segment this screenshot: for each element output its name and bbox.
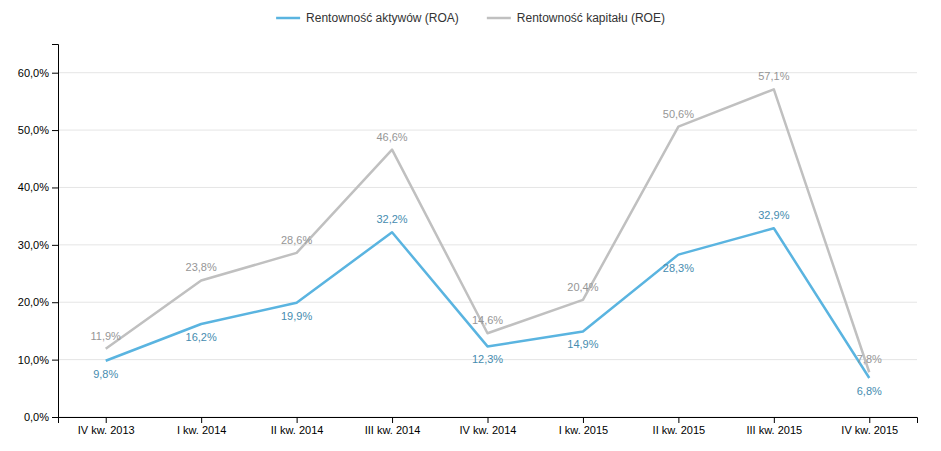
grid-line bbox=[58, 302, 917, 303]
x-axis: IV kw. 2013 I kw. 2014 II kw. 2014 III kw. … bbox=[59, 417, 918, 436]
y-tick: 20,0% bbox=[18, 296, 58, 308]
x-axis-line bbox=[59, 418, 918, 424]
y-tick-label: 10,0% bbox=[18, 354, 49, 366]
x-tick-label: I kw. 2014 bbox=[177, 424, 227, 436]
y-tick: 60,0% bbox=[18, 67, 58, 79]
data-label: 9,8% bbox=[93, 368, 118, 380]
data-label: 6,8% bbox=[857, 385, 882, 397]
y-tick-label: 30,0% bbox=[18, 239, 49, 251]
y-tick-label: 40,0% bbox=[18, 181, 49, 193]
x-tick: II kw. 2015 bbox=[653, 417, 706, 436]
y-tick-mark bbox=[52, 245, 58, 246]
legend: Rentowność aktywów (ROA) Rentowność kapit… bbox=[276, 11, 665, 25]
plot: 0,0% 10,0% 20,0% 30,0% 40,0% 50,0% 60,0% IV kw.… bbox=[18, 45, 918, 436]
data-label: 16,2% bbox=[186, 331, 217, 343]
series-line bbox=[106, 228, 870, 378]
x-tick: IV kw. 2015 bbox=[841, 417, 898, 436]
data-label: 14,9% bbox=[567, 338, 598, 350]
y-tick: 40,0% bbox=[18, 181, 58, 193]
x-tick: III kw. 2014 bbox=[365, 417, 421, 436]
legend-swatch bbox=[276, 17, 300, 20]
y-tick-label: 0,0% bbox=[24, 411, 49, 423]
data-label: 28,6% bbox=[281, 234, 312, 246]
y-tick: 50,0% bbox=[18, 124, 58, 136]
x-tick: IV kw. 2013 bbox=[78, 417, 135, 436]
x-tick-mark bbox=[774, 417, 775, 423]
x-tick-mark bbox=[392, 417, 393, 423]
legend-item: Rentowność kapitału (ROE) bbox=[487, 11, 665, 25]
y-axis-line bbox=[52, 45, 59, 418]
y-tick: 0,0% bbox=[24, 411, 58, 423]
data-label: 7,8% bbox=[857, 353, 882, 365]
data-label: 32,2% bbox=[376, 213, 407, 225]
x-tick-mark bbox=[678, 417, 679, 423]
y-tick-mark bbox=[52, 187, 58, 188]
x-tick: II kw. 2014 bbox=[271, 417, 324, 436]
x-tick-label: II kw. 2015 bbox=[653, 424, 706, 436]
x-tick-mark bbox=[583, 417, 584, 423]
chart: 0,0% 10,0% 20,0% 30,0% 40,0% 50,0% 60,0% IV kw.… bbox=[0, 0, 941, 451]
grid-line bbox=[58, 187, 917, 188]
x-tick-label: IV kw. 2015 bbox=[841, 424, 898, 436]
x-tick-label: I kw. 2015 bbox=[559, 424, 609, 436]
y-tick-mark bbox=[52, 360, 58, 361]
y-tick-label: 20,0% bbox=[18, 296, 49, 308]
x-tick-label: II kw. 2014 bbox=[271, 424, 324, 436]
x-tick-label: IV kw. 2014 bbox=[460, 424, 517, 436]
y-tick-mark bbox=[52, 302, 58, 303]
grid-line bbox=[58, 244, 917, 245]
x-tick-mark bbox=[297, 417, 298, 423]
legend-label: Rentowność aktywów (ROA) bbox=[306, 11, 459, 25]
x-tick-mark bbox=[106, 417, 107, 423]
y-axis: 0,0% 10,0% 20,0% 30,0% 40,0% 50,0% 60,0% bbox=[18, 45, 59, 424]
legend-label: Rentowność kapitału (ROE) bbox=[517, 11, 665, 25]
x-tick: I kw. 2014 bbox=[177, 417, 227, 436]
y-tick-mark bbox=[52, 417, 58, 418]
x-tick-mark bbox=[201, 417, 202, 423]
data-label: 19,9% bbox=[281, 310, 312, 322]
legend-item: Rentowność aktywów (ROA) bbox=[276, 11, 459, 25]
x-tick: III kw. 2015 bbox=[747, 417, 803, 436]
data-label: 14,6% bbox=[472, 314, 503, 326]
y-tick: 10,0% bbox=[18, 354, 58, 366]
x-tick-mark bbox=[869, 417, 870, 423]
data-label: 57,1% bbox=[758, 70, 789, 82]
data-label: 32,9% bbox=[758, 209, 789, 221]
legend-swatch bbox=[487, 17, 511, 20]
y-tick-label: 50,0% bbox=[18, 124, 49, 136]
x-tick-mark bbox=[488, 417, 489, 423]
x-tick: I kw. 2015 bbox=[559, 417, 609, 436]
data-label: 11,9% bbox=[91, 330, 122, 342]
data-label: 50,6% bbox=[663, 108, 694, 120]
data-label: 12,3% bbox=[472, 353, 503, 365]
x-tick-label: III kw. 2014 bbox=[365, 424, 421, 436]
data-label: 20,4% bbox=[567, 281, 598, 293]
series-line bbox=[106, 89, 870, 372]
data-label: 23,8% bbox=[186, 261, 217, 273]
data-label: 28,3% bbox=[663, 262, 694, 274]
data-label: 46,6% bbox=[376, 131, 407, 143]
y-tick-mark bbox=[52, 130, 58, 131]
y-tick-mark bbox=[52, 73, 58, 74]
y-tick-label: 60,0% bbox=[18, 67, 49, 79]
y-tick: 30,0% bbox=[18, 239, 58, 251]
grid bbox=[58, 73, 917, 417]
x-tick-label: IV kw. 2013 bbox=[78, 424, 135, 436]
lines bbox=[106, 89, 870, 378]
x-tick-label: III kw. 2015 bbox=[747, 424, 803, 436]
data-labels: 9,8% 16,2% 19,9% 32,2% 12,3% 14,9% 28,3% 32,9% 6… bbox=[91, 70, 882, 397]
x-tick: IV kw. 2014 bbox=[460, 417, 517, 436]
